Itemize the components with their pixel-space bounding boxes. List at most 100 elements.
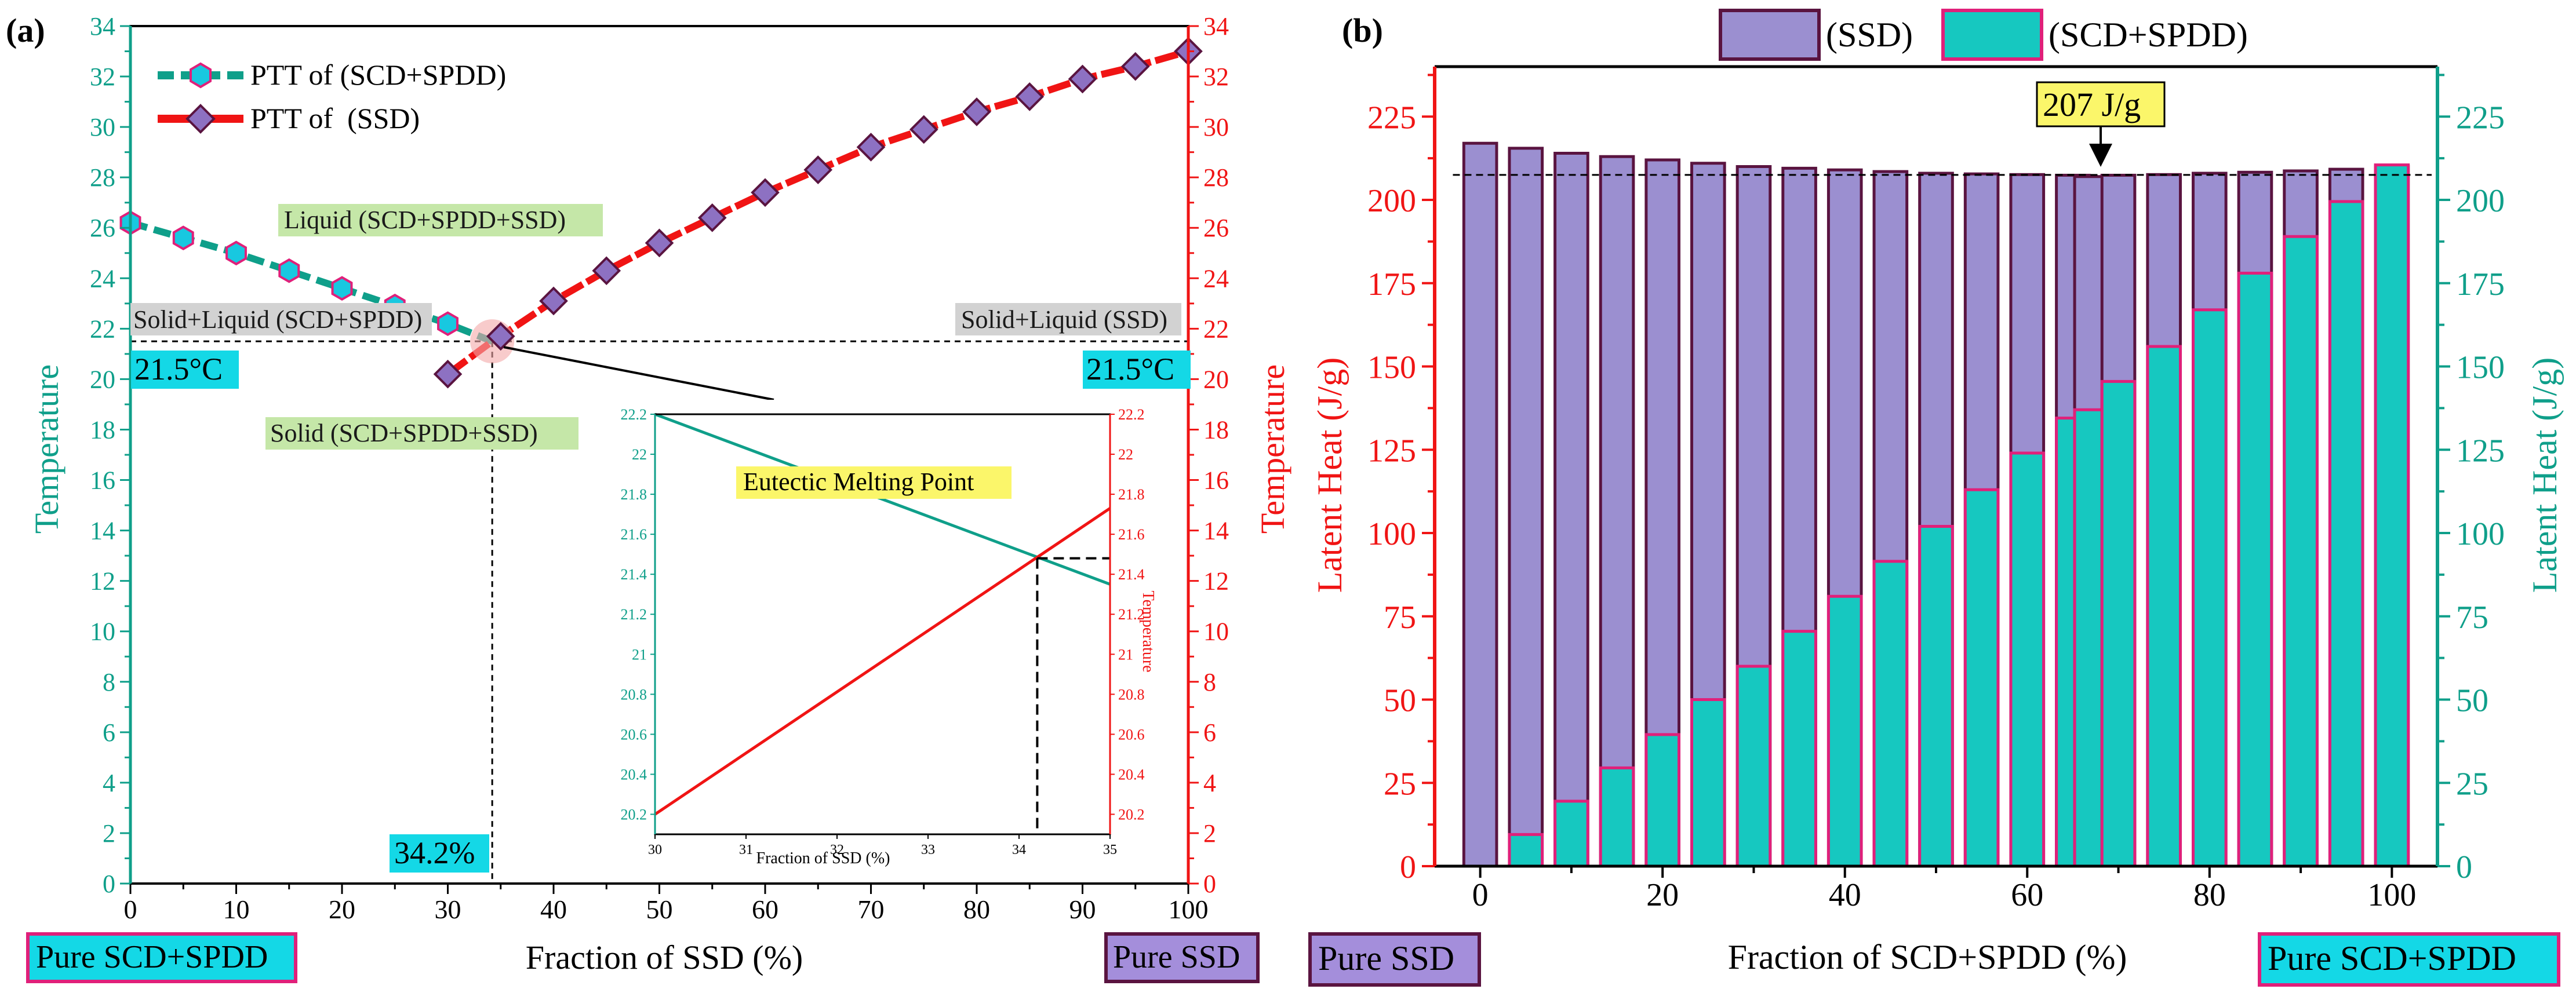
inset-axes: 30 31 32 33 34 35 20.2 20.2 20.4 20.4 20.6 20.6 20.8… bbox=[621, 406, 1145, 857]
panel-a-xlabel: Fraction of SSD (%) bbox=[526, 939, 803, 976]
x-tick-label: 70 bbox=[858, 895, 885, 924]
y-right-tick-label: 16 bbox=[1203, 466, 1229, 495]
panel-b-axes: 0 20 40 60 80 100 0 0 25 25 50 50 75 75 100 100 125 125 15… bbox=[1367, 65, 2505, 913]
bar-scd-spdd bbox=[1508, 833, 1544, 868]
y-right-tick-label: 34 bbox=[1203, 12, 1229, 41]
point-ssd bbox=[1015, 82, 1045, 111]
point-ssd bbox=[539, 286, 568, 316]
pure-ssd-b-label: Pure SSD bbox=[1318, 939, 1454, 977]
y-right-tick-label: 30 bbox=[1203, 113, 1229, 141]
point-ssd bbox=[697, 203, 727, 232]
panel-a-legend: PTT of (SCD+SPDD) PTT of (SSD) bbox=[158, 59, 506, 134]
y-right-tick-label: 10 bbox=[1203, 618, 1229, 646]
inset-y-left-tick-label: 21 bbox=[632, 646, 647, 663]
bar-scd-spdd bbox=[1599, 766, 1635, 868]
legend-ssd-text: (SSD) bbox=[1826, 16, 1913, 54]
inset-y-left-tick-label: 20.6 bbox=[621, 726, 647, 743]
b-y-left-tick-label: 125 bbox=[1367, 433, 1416, 469]
pure-ssd-b-box bbox=[1308, 932, 1481, 987]
y-left-tick-label: 32 bbox=[90, 63, 115, 91]
y-left-tick-label: 24 bbox=[90, 264, 115, 293]
bar-scd-spdd bbox=[1963, 488, 2000, 868]
y-left-tick-label: 4 bbox=[103, 769, 115, 797]
inset-y-left-tick-label: 21.6 bbox=[621, 526, 647, 543]
y-left-tick-label: 14 bbox=[90, 517, 115, 545]
point-scd-spdd bbox=[278, 258, 300, 283]
inset-title-box bbox=[736, 466, 1012, 499]
pure-ssd-box bbox=[1104, 932, 1260, 983]
bar-scd-spdd bbox=[2146, 345, 2182, 868]
inset-y-right-tick-label: 22 bbox=[1118, 446, 1133, 463]
panel-b-xlabel: Fraction of SCD+SPDD (%) bbox=[1728, 938, 2127, 976]
x-tick-label: 100 bbox=[1169, 895, 1209, 924]
bar-scd-spdd bbox=[2100, 379, 2137, 868]
bar-scd-spdd bbox=[2374, 163, 2410, 868]
legend-ssd-label: PTT of (SSD) bbox=[250, 102, 420, 134]
solid-label: Solid (SCD+SPDD+SSD) bbox=[270, 419, 538, 447]
inset-series-layer bbox=[654, 413, 1111, 834]
panel-a-ylabel-right: Temperature bbox=[1254, 364, 1291, 534]
b-y-right-tick-label: 200 bbox=[2456, 183, 2505, 219]
point-scd-spdd bbox=[172, 225, 194, 250]
bar-scd-spdd bbox=[2328, 200, 2364, 868]
inset-y-right-tick-label: 21.6 bbox=[1118, 526, 1145, 543]
legend-scd-swatch bbox=[1941, 9, 2043, 61]
y-right-tick-label: 8 bbox=[1203, 668, 1216, 696]
inset-xlabel: Fraction of SSD (%) bbox=[756, 849, 890, 867]
bar-scd-spdd bbox=[1781, 630, 1817, 868]
liquid-label: Liquid (SCD+SPDD+SSD) bbox=[284, 206, 566, 234]
pure-scd-spdd-b-label: Pure SCD+SPDD bbox=[2268, 939, 2516, 977]
legend-scd-spdd-marker bbox=[190, 62, 212, 89]
inset-x-tick-label: 33 bbox=[921, 842, 935, 857]
y-right-tick-label: 2 bbox=[1203, 819, 1216, 848]
solid-liquid-left-label: Solid+Liquid (SCD+SPDD) bbox=[133, 305, 422, 334]
x-tick-label: 50 bbox=[646, 895, 673, 924]
y-right-tick-label: 20 bbox=[1203, 365, 1229, 393]
inset-connector bbox=[503, 346, 774, 401]
b-y-left-tick-label: 25 bbox=[1384, 766, 1416, 802]
inset-chart: 30 31 32 33 34 35 20.2 20.2 20.4 20.4 20.6 20.6 20.8… bbox=[605, 400, 1157, 867]
b-x-tick-label: 60 bbox=[2011, 877, 2043, 913]
b-y-right-tick-label: 100 bbox=[2456, 516, 2505, 552]
inset-y-left-tick-label: 20.4 bbox=[621, 766, 647, 783]
legend-scd-spdd-label: PTT of (SCD+SPDD) bbox=[250, 59, 506, 91]
y-right-tick-label: 6 bbox=[1203, 718, 1216, 747]
solid-liquid-right-label: Solid+Liquid (SSD) bbox=[961, 305, 1167, 334]
b-y-left-tick-label: 50 bbox=[1384, 683, 1416, 719]
pure-scd-spdd-b-box bbox=[2258, 932, 2560, 987]
inset-y-right-tick-label: 21.4 bbox=[1118, 566, 1145, 583]
y-left-tick-label: 8 bbox=[103, 668, 115, 696]
x-tick-label: 40 bbox=[540, 895, 567, 924]
panel-b-label: (b) bbox=[1342, 12, 1383, 49]
y-left-tick-label: 30 bbox=[90, 113, 115, 141]
bar-scd-spdd bbox=[1735, 665, 1772, 868]
b-y-right-tick-label: 125 bbox=[2456, 433, 2505, 469]
legend-ssd-swatch bbox=[1719, 9, 1821, 61]
y-right-tick-label: 26 bbox=[1203, 214, 1229, 242]
x-tick-label: 20 bbox=[329, 895, 355, 924]
bar-scd-spdd bbox=[1827, 594, 1863, 868]
eutectic-x-label: 34.2% bbox=[394, 835, 475, 870]
b-y-left-tick-label: 150 bbox=[1367, 350, 1416, 386]
point-ssd bbox=[803, 155, 833, 184]
b-x-tick-label: 0 bbox=[1472, 877, 1489, 913]
inset-y-left-tick-label: 20.8 bbox=[621, 686, 647, 703]
inset-x-tick-label: 34 bbox=[1012, 842, 1026, 857]
inset-y-right-tick-label: 20.8 bbox=[1118, 686, 1145, 703]
point-scd-spdd bbox=[331, 276, 353, 301]
inset-y-left-tick-label: 22.2 bbox=[621, 406, 647, 423]
bar-ssd bbox=[1599, 155, 1635, 868]
inset-y-left-tick-label: 20.2 bbox=[621, 806, 647, 823]
point-ssd bbox=[1068, 64, 1097, 94]
point-ssd bbox=[1120, 52, 1150, 81]
bar-scd-spdd bbox=[2192, 308, 2228, 868]
panel-b-bars-layer bbox=[1453, 141, 2432, 868]
series-ssd-line bbox=[445, 48, 1189, 377]
point-scd-spdd bbox=[437, 311, 459, 336]
inset-y-left-tick-label: 21.8 bbox=[621, 486, 647, 503]
x-tick-label: 80 bbox=[963, 895, 990, 924]
y-left-tick-label: 34 bbox=[90, 12, 115, 41]
y-left-tick-label: 22 bbox=[90, 315, 115, 343]
latent-heat-label: 207 J/g bbox=[2043, 86, 2141, 123]
